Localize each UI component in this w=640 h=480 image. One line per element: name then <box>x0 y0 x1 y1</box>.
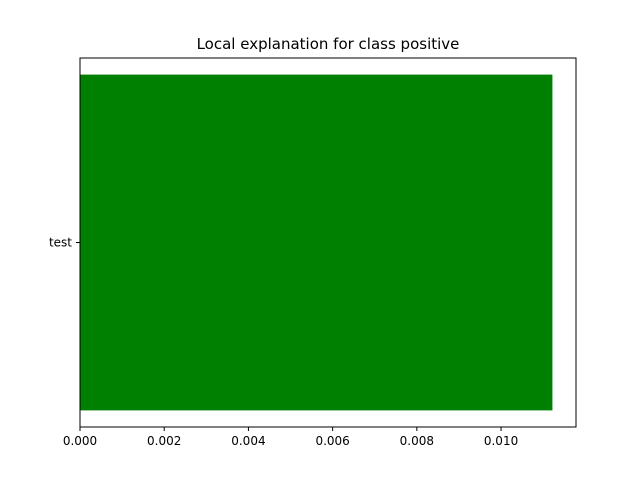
x-tick-label-1: 0.002 <box>147 434 181 448</box>
x-tick-label-5: 0.010 <box>484 434 518 448</box>
bar-test <box>80 74 553 411</box>
axes-frame <box>79 57 577 428</box>
x-tick-label-0: 0.000 <box>63 434 97 448</box>
x-tick-label-2: 0.004 <box>231 434 265 448</box>
y-tick-label-test: test <box>49 236 72 250</box>
x-tick-label-3: 0.006 <box>315 434 349 448</box>
plot-area: test 0.000 0.002 0.004 0.006 0.008 0.010 <box>49 57 577 448</box>
x-tick-label-4: 0.008 <box>400 434 434 448</box>
chart-title: Local explanation for class positive <box>197 35 460 53</box>
